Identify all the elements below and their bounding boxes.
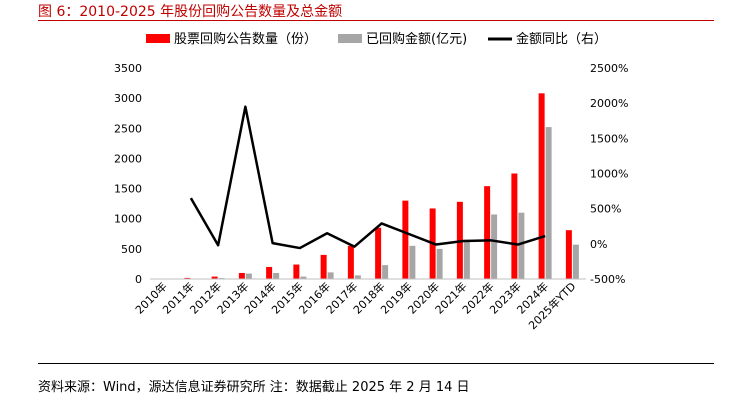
left-tick-label: 1000: [114, 213, 142, 226]
left-tick-label: 500: [121, 243, 142, 256]
legend-label-count: 股票回购公告数量（份）: [174, 31, 317, 47]
amount-bar: [572, 244, 579, 279]
bars: [157, 93, 579, 279]
source-rule: [38, 363, 714, 364]
amount-bar: [245, 273, 252, 279]
right-axis: -500% 0% 500% 1000% 1500% 2000% 2500%: [590, 62, 628, 286]
amount-bar: [327, 272, 334, 279]
amount-bar: [273, 272, 280, 279]
amount-bar: [409, 245, 416, 279]
amount-bar: [463, 239, 470, 279]
count-bar: [211, 276, 218, 279]
source-note: 资料来源：Wind，源达信息证券研究所 注：数据截止 2025 年 2 月 14…: [38, 380, 470, 395]
yoy-line: [189, 105, 546, 250]
count-bar: [184, 277, 191, 279]
right-tick-label: 1000%: [590, 168, 628, 181]
amount-bar: [354, 275, 361, 279]
right-tick-label: -500%: [590, 273, 625, 286]
right-tick-label: 0%: [590, 238, 607, 251]
amount-bar: [436, 248, 443, 279]
legend-swatch-count: [146, 34, 170, 43]
left-tick-label: 0: [135, 273, 142, 286]
count-bar: [538, 93, 545, 279]
count-bar: [402, 200, 409, 279]
amount-bar: [300, 276, 307, 279]
amount-bar: [518, 212, 525, 279]
amount-bar: [382, 265, 389, 279]
left-tick-label: 2000: [114, 152, 142, 165]
figure-title: 图 6：2010-2025 年股份回购公告数量及总金额: [38, 4, 343, 20]
title-rule: [38, 20, 714, 21]
count-bar: [375, 227, 382, 279]
count-bar: [484, 186, 491, 279]
amount-bar: [545, 127, 552, 279]
legend-label-amount: 已回购金额(亿元): [366, 31, 467, 47]
count-bar: [565, 230, 572, 279]
legend: 股票回购公告数量（份） 已回购金额(亿元) 金额同比（右）: [146, 31, 607, 47]
right-tick-label: 1500%: [590, 132, 628, 145]
count-bar: [266, 266, 273, 279]
right-tick-label: 2500%: [590, 62, 628, 75]
count-bar: [238, 272, 245, 279]
count-bar: [511, 173, 518, 279]
x-axis: 2010年2011年2012年2013年2014年2015年2016年2017年…: [132, 278, 586, 332]
yoy-line-layer: [189, 105, 546, 250]
right-tick-label: 500%: [590, 203, 621, 216]
amount-bar: [491, 214, 498, 279]
left-tick-label: 3500: [114, 62, 142, 75]
left-axis: 0 500 1000 1500 2000 2500 3000 3500: [114, 62, 142, 286]
legend-swatch-amount: [338, 34, 362, 43]
count-bar: [347, 245, 354, 279]
count-bar: [293, 264, 300, 279]
count-bar: [320, 254, 327, 279]
legend-label-yoy: 金额同比（右）: [516, 31, 607, 47]
left-tick-label: 2500: [114, 122, 142, 135]
left-tick-label: 1500: [114, 183, 142, 196]
right-tick-label: 2000%: [590, 97, 628, 110]
left-tick-label: 3000: [114, 92, 142, 105]
